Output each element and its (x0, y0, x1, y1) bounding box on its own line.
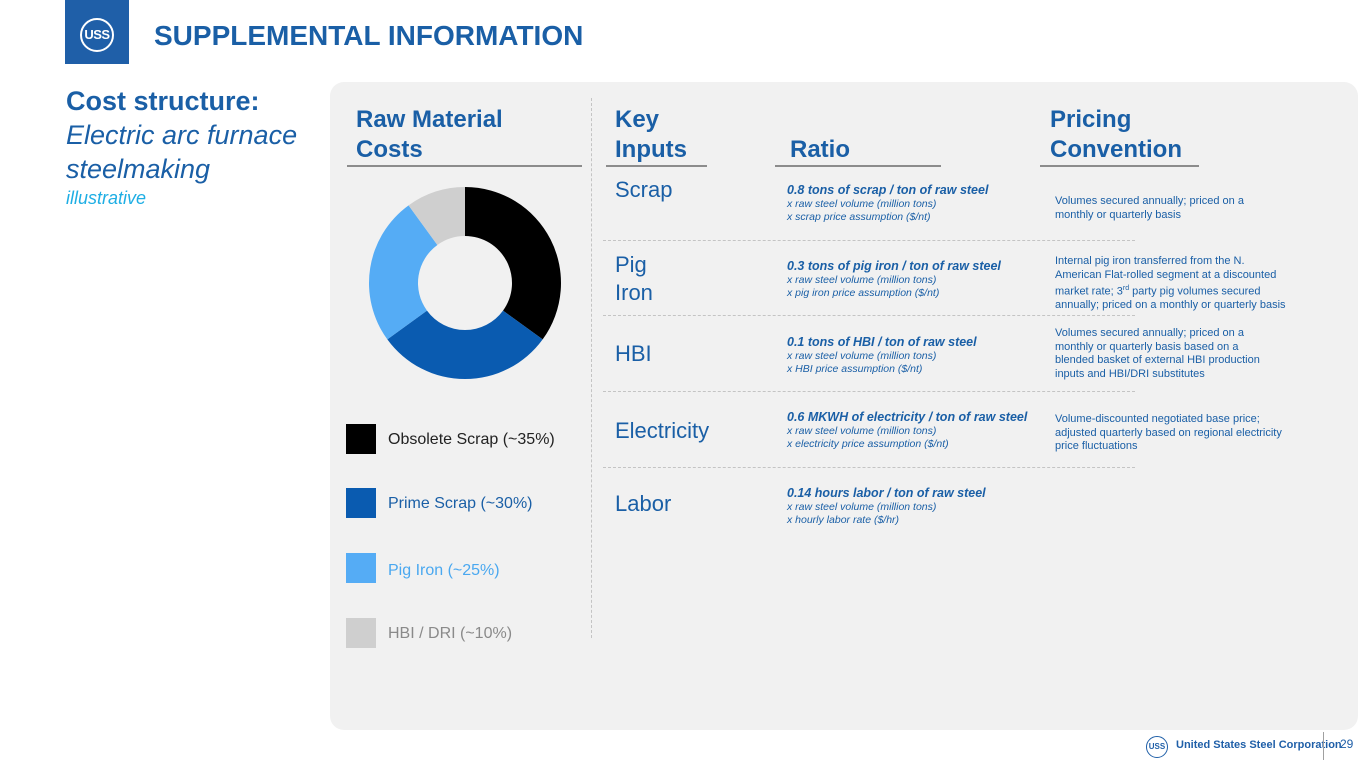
pricing-line: annually; priced on a monthly or quarter… (1055, 299, 1286, 312)
donut-slice-pig-iron (369, 205, 438, 340)
pricing-pig-iron: Internal pig iron transferred from the N… (1055, 255, 1286, 313)
ratio-scrap-sub2: x scrap price assumption ($/nt) (787, 211, 931, 223)
ratio-pig-iron-sub1: x raw steel volume (million tons) (787, 274, 937, 286)
row-label-electricity: Electricity (615, 418, 710, 443)
legend-label-obsolete-scrap: Obsolete Scrap (~35%) (388, 431, 555, 448)
legend-label-pig-iron: Pig Iron (~25%) (388, 562, 500, 579)
ratio-electricity-sub2: x electricity price assumption ($/nt) (787, 438, 949, 450)
row-label-pig-iron: Pig Iron (615, 252, 653, 305)
ratio-hbi-sub1: x raw steel volume (million tons) (787, 350, 937, 362)
legend-label-prime-scrap: Prime Scrap (~30%) (388, 495, 533, 512)
legend-swatch-hbi-dri (346, 618, 376, 648)
ratio-rule (775, 165, 941, 167)
pricing-line: adjusted quarterly based on regional ele… (1055, 426, 1282, 439)
row-separator (603, 315, 1135, 316)
footer-divider (1323, 732, 1324, 760)
ratio-hbi-sub2: x HBI price assumption ($/nt) (787, 363, 923, 375)
pricing-line: monthly or quarterly basis based on a (1055, 340, 1239, 353)
donut-slice-obsolete-scrap (465, 187, 561, 340)
ratio-scrap-sub1: x raw steel volume (million tons) (787, 198, 937, 210)
legend-swatch-obsolete-scrap (346, 424, 376, 454)
page-number: 29 (1340, 737, 1354, 751)
row-label-hbi: HBI (615, 341, 652, 366)
pricing-rule (1040, 165, 1199, 167)
raw-material-rule (347, 165, 582, 167)
pricing-scrap: Volumes secured annually; priced on a mo… (1055, 195, 1244, 222)
donut-slice-hbi-dri (408, 187, 465, 245)
ratio-labor: 0.14 hours labor / ton of raw steel (787, 486, 986, 500)
ratio-labor-sub1: x raw steel volume (million tons) (787, 501, 937, 513)
raw-material-costs-header: Raw Material Costs (356, 106, 503, 163)
row-label-scrap: Scrap (615, 177, 673, 202)
pricing-line: Volume-discounted negotiated base price; (1055, 413, 1260, 425)
pricing-line: price fluctuations (1055, 440, 1138, 452)
uss-logo-mark: USS (80, 18, 114, 52)
row-separator (603, 391, 1135, 392)
footer-uss-logo: USS (1146, 736, 1168, 758)
ratio-electricity-sub1: x raw steel volume (million tons) (787, 425, 937, 437)
pricing-convention-header: Pricing Convention (1050, 106, 1182, 163)
pricing-line: market rate; 3rd party pig volumes secur… (1055, 285, 1261, 298)
cost-structure-subtitle: Electric arc furnace steelmaking (66, 120, 298, 184)
pricing-hbi: Volumes secured annually; priced on a mo… (1055, 327, 1260, 381)
pricing-line: monthly or quarterly basis (1055, 208, 1181, 221)
pricing-line: Volumes secured annually; priced on a (1055, 327, 1244, 339)
content-panel (330, 82, 1358, 730)
legend-swatch-prime-scrap (346, 488, 376, 518)
pricing-line: American Flat-rolled segment at a discou… (1055, 268, 1277, 281)
footer-company-name: United States Steel Corporation (1176, 739, 1342, 751)
raw-material-donut-chart (369, 187, 561, 379)
legend-swatch-pig-iron (346, 553, 376, 583)
key-inputs-rule (606, 165, 707, 167)
legend-label-hbi-dri: HBI / DRI (~10%) (388, 625, 513, 642)
ratio-hbi: 0.1 tons of HBI / ton of raw steel (787, 335, 977, 349)
pricing-line: Internal pig iron transferred from the N… (1055, 255, 1245, 267)
pricing-line: inputs and HBI/DRI substitutes (1055, 367, 1205, 380)
pricing-line: Volumes secured annually; priced on a (1055, 195, 1244, 207)
page-title: SUPPLEMENTAL INFORMATION (154, 20, 584, 51)
column-divider (591, 98, 592, 638)
uss-logo: USS (65, 0, 129, 64)
ratio-electricity: 0.6 MKWH of electricity / ton of raw ste… (787, 410, 1028, 424)
donut-slice-prime-scrap (387, 310, 543, 379)
row-label-labor: Labor (615, 491, 672, 516)
pricing-electricity: Volume-discounted negotiated base price;… (1055, 413, 1282, 454)
row-separator (603, 467, 1135, 468)
ratio-pig-iron-sub2: x pig iron price assumption ($/nt) (787, 287, 940, 299)
illustrative-note: illustrative (66, 188, 147, 208)
key-inputs-header: Key Inputs (615, 106, 687, 163)
ratio-labor-sub2: x hourly labor rate ($/hr) (787, 514, 900, 526)
ratio-header: Ratio (790, 136, 850, 163)
ratio-scrap: 0.8 tons of scrap / ton of raw steel (787, 183, 989, 197)
cost-structure-title: Cost structure: (66, 86, 260, 116)
ratio-pig-iron: 0.3 tons of pig iron / ton of raw steel (787, 259, 1001, 273)
pricing-line: blended basket of external HBI productio… (1055, 354, 1260, 366)
row-separator (603, 240, 1135, 241)
